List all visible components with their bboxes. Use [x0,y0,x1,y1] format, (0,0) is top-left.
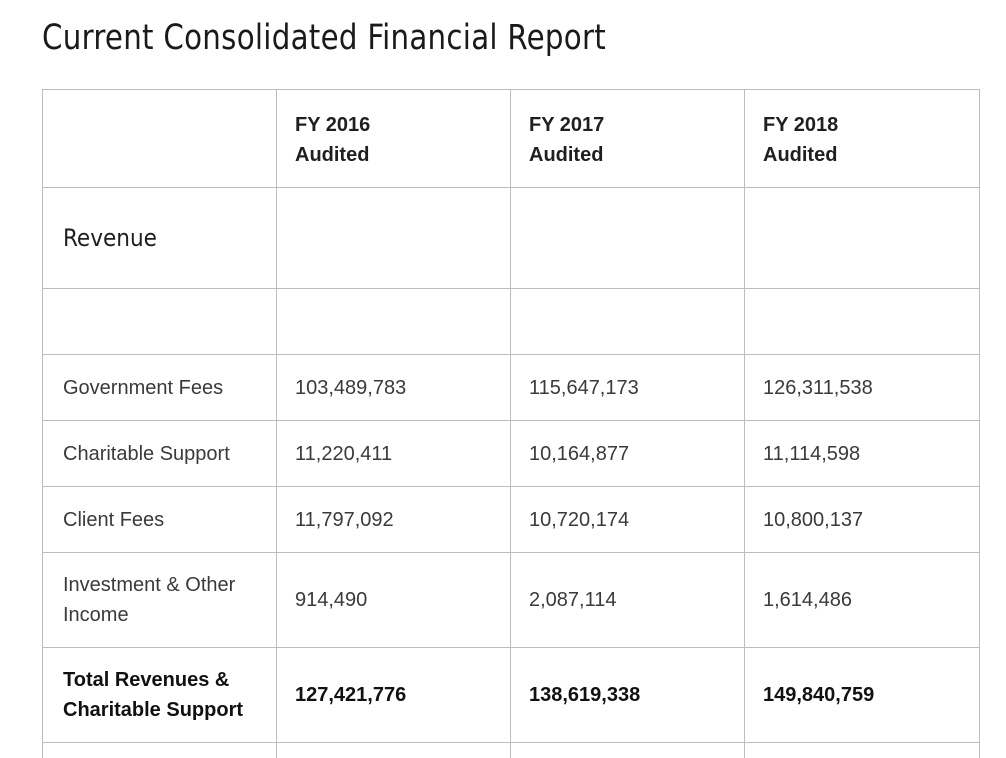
column-header-status: Audited [295,144,370,166]
financial-report-table: FY 2016 Audited FY 2017 Audited FY 2018 … [42,89,980,758]
empty-cell [510,742,745,758]
row-label-line: Income [63,604,129,626]
row-value-fy2017: 2,087,114 [510,552,745,648]
empty-cell [42,742,277,758]
column-header-fy2017: FY 2017 Audited [510,89,745,188]
total-row: Total Revenues & Charitable Support 127,… [42,647,980,743]
row-value-fy2018: 11,114,598 [744,420,980,487]
row-label: Charitable Support [42,420,277,487]
table-row: Government Fees 103,489,783 115,647,173 … [42,354,980,421]
column-header-year: FY 2017 [529,114,605,136]
row-value-fy2016: 103,489,783 [276,354,511,421]
row-label: Investment & Other Income [42,552,277,648]
row-value-fy2016: 11,797,092 [276,486,511,553]
total-value-fy2016: 127,421,776 [276,647,511,743]
row-value-fy2018: 1,614,486 [744,552,980,648]
row-label: Government Fees [42,354,277,421]
header-corner-cell [42,89,277,188]
total-value-fy2017: 138,619,338 [510,647,745,743]
column-header-status: Audited [763,144,838,166]
column-header-fy2018: FY 2018 Audited [744,89,980,188]
column-header-status: Audited [529,144,604,166]
row-value-fy2017: 10,164,877 [510,420,745,487]
empty-cell [744,187,980,289]
empty-cell [276,187,511,289]
trailing-row [42,742,980,758]
column-header-fy2016: FY 2016 Audited [276,89,511,188]
empty-cell [744,742,980,758]
empty-cell [42,288,277,355]
row-value-fy2016: 11,220,411 [276,420,511,487]
empty-cell [276,742,511,758]
table-row: Client Fees 11,797,092 10,720,174 10,800… [42,486,980,553]
table-header-row: FY 2016 Audited FY 2017 Audited FY 2018 … [42,89,980,188]
total-value-fy2018: 149,840,759 [744,647,980,743]
page-title: Current Consolidated Financial Report [42,18,607,58]
table-row: Charitable Support 11,220,411 10,164,877… [42,420,980,487]
row-value-fy2017: 10,720,174 [510,486,745,553]
table-row: Investment & Other Income 914,490 2,087,… [42,552,980,648]
row-value-fy2018: 126,311,538 [744,354,980,421]
total-label-line: Charitable Support [63,699,244,721]
empty-cell [276,288,511,355]
section-label: Revenue [42,187,277,289]
column-header-year: FY 2016 [295,114,371,136]
section-row-revenue: Revenue [42,187,980,289]
total-label: Total Revenues & Charitable Support [42,647,277,743]
empty-cell [510,187,745,289]
row-value-fy2017: 115,647,173 [510,354,745,421]
spacer-row [42,288,980,355]
row-value-fy2018: 10,800,137 [744,486,980,553]
empty-cell [744,288,980,355]
total-label-line: Total Revenues & [63,669,230,691]
row-label-line: Investment & Other [63,574,236,596]
row-label: Client Fees [42,486,277,553]
row-value-fy2016: 914,490 [276,552,511,648]
column-header-year: FY 2018 [763,114,839,136]
empty-cell [510,288,745,355]
